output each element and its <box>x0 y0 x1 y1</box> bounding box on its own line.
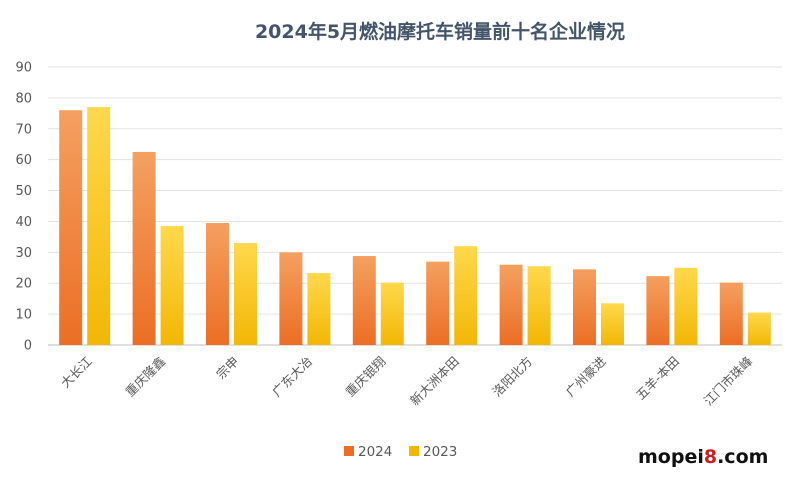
x-category-label: 五羊-本田 <box>633 354 682 403</box>
x-category-label: 新大洲本田 <box>407 354 462 409</box>
watermark-part1: mopei <box>638 446 704 468</box>
svg-text:mopei8.com: mopei8.com <box>638 446 768 468</box>
legend-swatch-2024 <box>344 446 354 456</box>
bar-2023-9 <box>747 312 771 345</box>
x-category-label: 宗申 <box>213 354 241 382</box>
watermark-part2: 8 <box>704 446 717 468</box>
bar-2024-6 <box>499 264 523 345</box>
x-category-label: 大长江 <box>58 354 95 391</box>
bar-2024-7 <box>573 269 596 345</box>
bar-2023-3 <box>307 273 331 345</box>
x-category-label: 广东大冶 <box>269 354 315 400</box>
bar-2023-4 <box>380 282 404 345</box>
x-category-label: 重庆隆鑫 <box>122 354 168 400</box>
bar-2023-5 <box>454 246 478 345</box>
y-tick-label: 10 <box>15 308 32 323</box>
y-tick-label: 30 <box>15 246 32 261</box>
y-tick-label: 90 <box>15 61 32 76</box>
y-tick-label: 50 <box>15 184 32 199</box>
y-tick-label: 60 <box>15 153 32 168</box>
bar-2024-5 <box>426 261 450 345</box>
y-tick-label: 0 <box>24 339 32 354</box>
bar-2023-8 <box>674 267 698 345</box>
y-tick-label: 70 <box>15 122 32 137</box>
bar-2024-2 <box>206 222 229 345</box>
bar-2024-0 <box>59 110 83 345</box>
bar-2023-7 <box>601 303 624 345</box>
bar-2024-8 <box>646 276 670 345</box>
bar-2023-2 <box>234 243 257 345</box>
legend-swatch-2023 <box>409 446 419 456</box>
chart-title: 2024年5月燃油摩托车销量前十名企业情况 <box>255 20 625 43</box>
bar-2023-0 <box>87 107 111 346</box>
watermark: mopei8.com <box>638 446 768 468</box>
bar-2024-4 <box>352 256 376 345</box>
y-tick-label: 80 <box>15 91 32 106</box>
bars <box>59 107 771 346</box>
y-tick-label: 20 <box>15 277 32 292</box>
watermark-part3: .com <box>717 446 768 468</box>
legend: 2024 2023 <box>344 444 457 460</box>
bar-2024-9 <box>719 282 743 345</box>
x-category-label: 江门市珠峰 <box>701 353 756 408</box>
bar-2024-3 <box>279 252 303 345</box>
legend-label-2023: 2023 <box>423 444 457 460</box>
x-category-label: 重庆银翔 <box>342 354 388 400</box>
x-category-label: 洛阳北方 <box>489 354 535 400</box>
bar-2024-1 <box>132 151 156 345</box>
y-tick-label: 40 <box>15 215 32 230</box>
legend-label-2024: 2024 <box>358 444 392 460</box>
x-category-label: 广州豪进 <box>563 353 609 399</box>
bar-2023-6 <box>527 266 551 345</box>
grid: 0 10 20 30 40 50 60 70 80 90 <box>15 61 782 354</box>
axes: 大长江 重庆隆鑫 宗申 广东大冶 重庆银翔 新大洲本田 洛阳北方 广州豪进 五羊-本田 江门市珠峰 <box>58 353 756 408</box>
bar-2023-1 <box>160 226 184 345</box>
